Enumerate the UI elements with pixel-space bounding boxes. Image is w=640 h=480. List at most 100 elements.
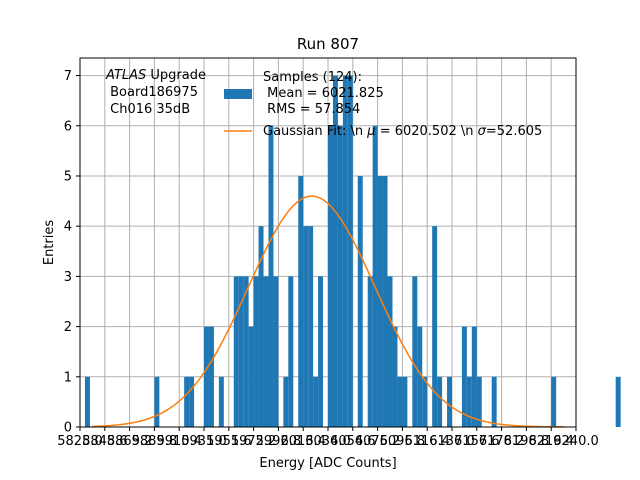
histogram-bar — [392, 326, 398, 427]
x-tick-label: 5889.8 — [132, 434, 178, 449]
annotation-line-3: Ch016 35dB — [106, 102, 190, 117]
ticks-layer: 5828.05848.65869.25889.85910.45931.05951… — [57, 69, 599, 449]
histogram-bar — [218, 376, 224, 427]
histogram-bar — [417, 326, 423, 427]
y-tick-label: 3 — [64, 270, 72, 285]
x-tick-label: 6157.6 — [454, 434, 500, 449]
histogram-bar — [303, 226, 309, 427]
x-tick-label: 5828.0 — [57, 434, 103, 449]
x-axis-label: Energy [ADC Counts] — [259, 456, 396, 471]
histogram-bar — [243, 276, 249, 427]
annotation-line-2: Board186975 — [106, 85, 198, 100]
histogram-bar — [615, 376, 621, 427]
histogram-bar — [432, 226, 438, 427]
annotation-upgrade: Upgrade — [146, 68, 206, 83]
x-tick-label: 6034.0 — [305, 434, 351, 449]
gaussian-fit-line — [92, 195, 564, 428]
x-tick-label: 5910.4 — [156, 434, 202, 449]
fit-layer — [92, 195, 564, 428]
legend-samples-line-2: Mean = 6021.825 — [263, 86, 384, 101]
y-tick-label: 0 — [64, 421, 72, 436]
histogram-bar — [253, 276, 259, 427]
legend-samples-line-1: Samples (124): — [263, 70, 362, 85]
y-tick-label: 6 — [64, 119, 72, 134]
x-tick-label: 5869.2 — [107, 434, 153, 449]
y-tick-label: 2 — [64, 320, 72, 335]
annotation-atlas: ATLAS — [105, 68, 146, 83]
histogram-bar — [342, 75, 348, 428]
histogram-bar — [402, 376, 408, 427]
histogram-bar — [437, 376, 443, 427]
histogram-bar — [422, 376, 428, 427]
x-tick-label: 6137.0 — [429, 434, 475, 449]
histogram-bar — [382, 175, 388, 427]
histogram-bar — [184, 376, 190, 427]
histogram-bar — [466, 376, 472, 427]
x-tick-label: 5972.2 — [231, 434, 277, 449]
histogram-bar — [372, 125, 378, 427]
x-tick-label: 5931.0 — [181, 434, 227, 449]
histogram-bar — [491, 376, 497, 427]
y-tick-label: 4 — [64, 220, 72, 235]
histogram-bar — [258, 226, 264, 427]
x-tick-label: 6075.2 — [355, 434, 401, 449]
histogram-bar — [283, 376, 289, 427]
histogram-bar — [367, 276, 373, 427]
histogram-bar — [154, 376, 160, 427]
histogram-bar — [461, 326, 467, 427]
x-tick-label: 6219.4 — [528, 434, 574, 449]
histogram-bar — [318, 276, 324, 427]
legend-swatch-samples — [224, 89, 252, 99]
x-tick-label: 6095.8 — [380, 434, 426, 449]
histogram-bar — [268, 125, 274, 427]
histogram-bar — [204, 326, 209, 427]
x-tick-label: 6054.6 — [330, 434, 376, 449]
y-tick-label: 7 — [64, 69, 72, 84]
histogram-bar — [332, 75, 338, 428]
histogram-bar — [298, 175, 304, 427]
histogram-bar — [233, 276, 239, 427]
x-tick-label: 5951.6 — [206, 434, 252, 449]
histogram-bar — [412, 276, 418, 427]
histogram-bar — [328, 125, 333, 427]
annotation-line-1: ATLAS Upgrade — [105, 68, 206, 83]
histogram-bar — [357, 175, 363, 427]
y-tick-label: 1 — [64, 370, 72, 385]
histogram-bar — [476, 376, 482, 427]
y-tick-label: 5 — [64, 169, 72, 184]
histogram-bar — [387, 276, 393, 427]
annotation-block: ATLAS Upgrade Board186975 Ch016 35dB — [105, 68, 206, 117]
histogram-bar — [189, 376, 195, 427]
histogram-bar — [377, 175, 383, 427]
legend: Samples (124): Mean = 6021.825 RMS = 57.… — [224, 70, 542, 139]
bars-layer — [84, 75, 621, 428]
histogram-bar — [288, 276, 294, 427]
histogram-bar — [337, 125, 343, 427]
legend-fit-mu: μ — [366, 124, 375, 139]
histogram-bar — [84, 376, 90, 427]
legend-fit-text: Gaussian Fit: \n μ = 6020.502 \n σ=52.60… — [263, 124, 542, 139]
x-tick-label: 5992.8 — [256, 434, 302, 449]
legend-samples-line-3: RMS = 57.854 — [263, 102, 360, 117]
legend-fit-part-c: =52.605 — [486, 124, 542, 139]
histogram-bar — [238, 276, 244, 427]
x-tick-label: 6240.0 — [553, 434, 599, 449]
histogram-bar — [347, 75, 353, 428]
histogram-bar — [263, 276, 269, 427]
legend-fit-part-b: = 6020.502 \n — [376, 124, 478, 139]
histogram-bar — [471, 326, 477, 427]
histogram-bar — [447, 376, 452, 427]
histogram-bar — [308, 226, 314, 427]
y-axis-label: Entries — [42, 220, 57, 266]
chart-title: Run 807 — [297, 35, 359, 53]
histogram-bar — [313, 376, 319, 427]
x-tick-label: 6198.8 — [504, 434, 550, 449]
x-tick-label: 5848.6 — [82, 434, 128, 449]
histogram-bar — [208, 326, 214, 427]
histogram-bar — [248, 326, 254, 427]
histogram-bar — [273, 276, 279, 427]
legend-fit-sigma: σ — [478, 124, 487, 139]
x-tick-label: 6178.2 — [479, 434, 525, 449]
